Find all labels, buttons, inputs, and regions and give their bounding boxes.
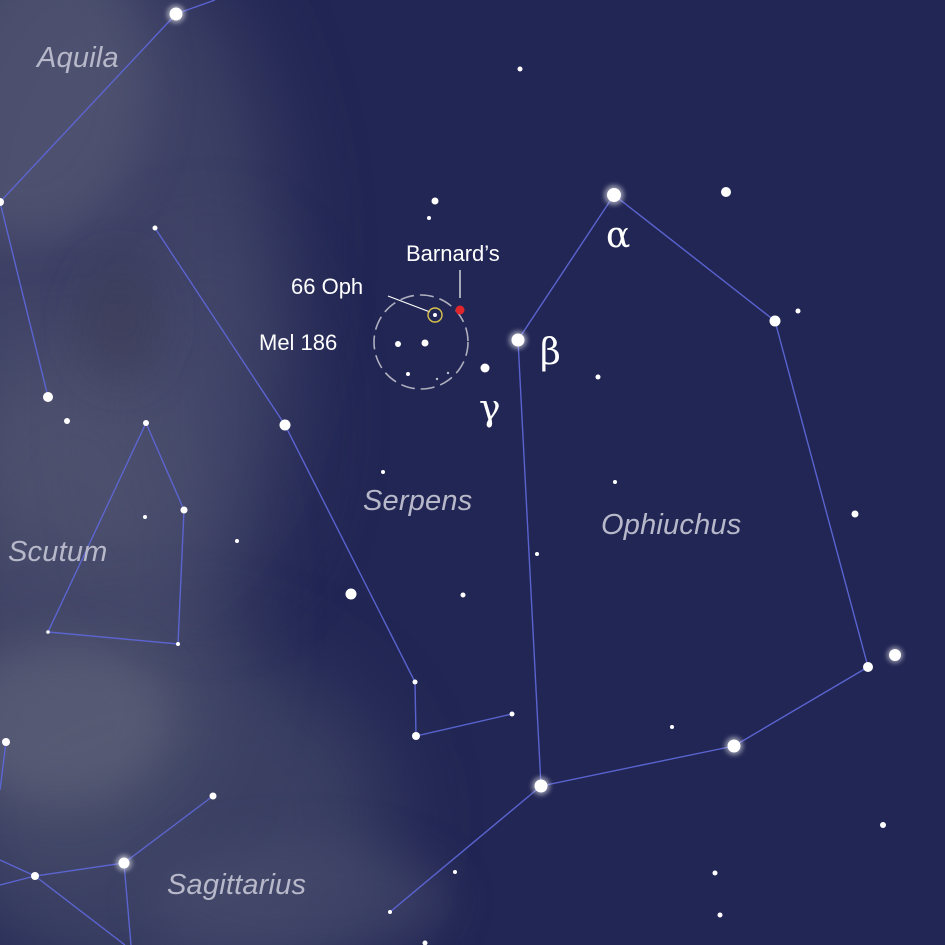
star-label-beta: β (540, 332, 561, 373)
star-sagittarius[interactable] (116, 855, 132, 871)
object-label-66-oph: 66 Oph (291, 274, 364, 299)
object-label-mel-186: Mel 186 (259, 330, 338, 355)
sagittarius-lines-5 (0, 859, 36, 877)
sagittarius-lines (0, 795, 214, 886)
star-ophiuchus-east[interactable] (887, 647, 903, 663)
mel-186-circle[interactable] (373, 294, 469, 390)
constellation-label-aquila: Aquila (37, 42, 119, 74)
object-label-barnards: Barnard’s (406, 241, 500, 266)
66-oph-marker[interactable] (427, 307, 443, 323)
bright-stars (116, 5, 903, 871)
star-beta[interactable] (509, 331, 527, 349)
sagittarius-lines-3 (123, 862, 132, 945)
star-alpha[interactable] (604, 185, 624, 205)
star-ophiuchus-south[interactable] (532, 777, 550, 795)
milky-way (0, 0, 450, 945)
star-aquila-main[interactable] (167, 5, 185, 23)
sagittarius-lines-4 (0, 741, 7, 791)
star-label-alpha: α (606, 215, 631, 256)
constellation-label-sagittarius: Sagittarius (167, 869, 307, 901)
ophiuchus-lines-south (389, 785, 542, 913)
66-oph-leader-line (387, 295, 431, 313)
constellation-label-scutum: Scutum (8, 536, 108, 568)
constellation-label-serpens: Serpens (363, 485, 473, 517)
sagittarius-lines-2 (34, 875, 126, 945)
star-label-gamma: γ (479, 388, 501, 429)
constellation-label-ophiuchus: Ophiuchus (601, 509, 742, 541)
star-ophiuchus-se[interactable] (725, 737, 743, 755)
aquila-lines-lower (0, 201, 49, 398)
field-stars (0, 66, 886, 945)
barnards-star-marker[interactable] (455, 305, 465, 315)
